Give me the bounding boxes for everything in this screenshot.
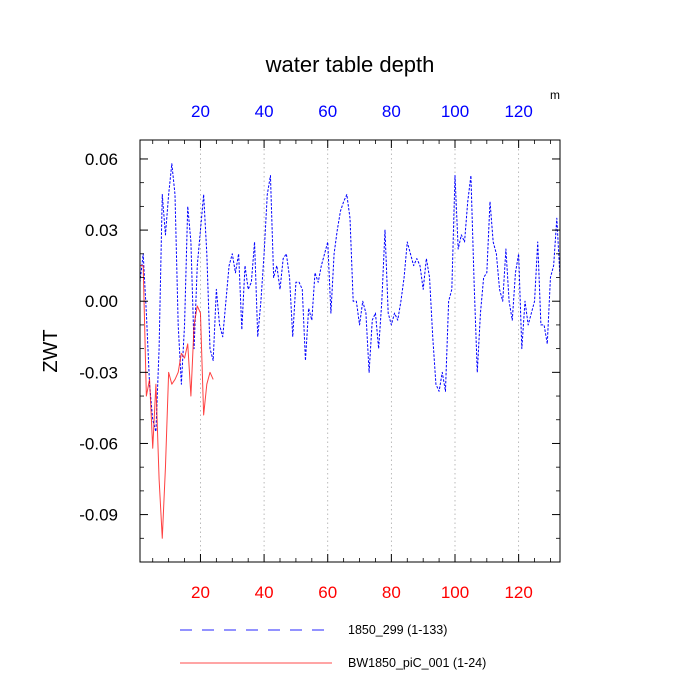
labels-layer: 20 20 40 40 60 60 80 80 100 100 120 120 -0.09 -0.06 -0… <box>79 102 533 602</box>
series-line-blue <box>139 163 561 433</box>
x-tick-label-top: 60 <box>318 102 337 121</box>
x-tick-label-bottom: 100 <box>441 583 469 602</box>
legend-label-red: BW1850_piC_001 (1-24) <box>348 656 486 670</box>
x-tick-label-top: 100 <box>441 102 469 121</box>
y-tick-label: -0.03 <box>79 363 118 382</box>
legend-label-blue: 1850_299 (1-133) <box>348 623 447 637</box>
x-tick-label-bottom: 20 <box>191 583 210 602</box>
x-tick-label-bottom: 60 <box>318 583 337 602</box>
x-tick-label-top: 80 <box>382 102 401 121</box>
x-tick-label-top: 20 <box>191 102 210 121</box>
y-axis-label: ZWT <box>40 329 62 372</box>
y-tick-label: 0.00 <box>85 292 118 311</box>
x-tick-label-bottom: 40 <box>255 583 274 602</box>
ticks-layer <box>140 140 560 562</box>
series-line-red <box>140 265 214 539</box>
y-tick-label: 0.03 <box>85 221 118 240</box>
series-layer <box>139 163 561 539</box>
x-tick-label-top: 120 <box>504 102 532 121</box>
plot-frame <box>139 139 561 563</box>
y-tick-label: -0.06 <box>79 434 118 453</box>
x-tick-label-top: 40 <box>255 102 274 121</box>
x-tick-label-bottom: 120 <box>504 583 532 602</box>
grid-layer <box>200 140 520 562</box>
x-tick-label-bottom: 80 <box>382 583 401 602</box>
legend: 1850_299 (1-133) BW1850_piC_001 (1-24) <box>180 623 486 670</box>
chart-title: water table depth <box>265 52 435 77</box>
y-tick-label: -0.09 <box>79 506 118 525</box>
units-label: m <box>550 88 560 102</box>
y-tick-label: 0.06 <box>85 150 118 169</box>
